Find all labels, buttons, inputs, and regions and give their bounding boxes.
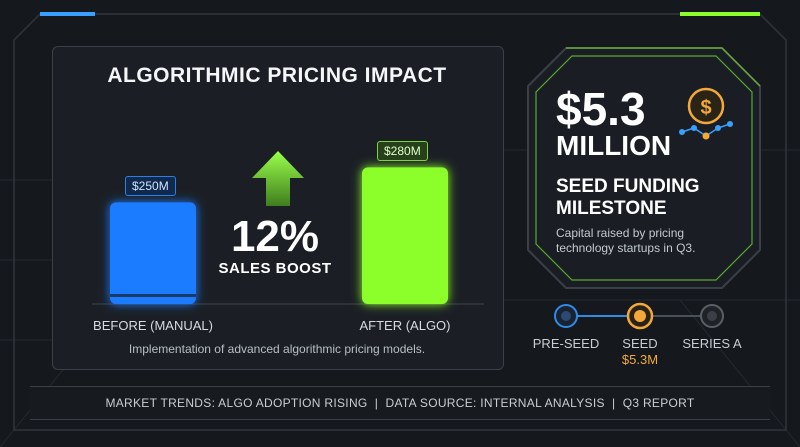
funding-description: Capital raised by pricing technology sta… (556, 226, 726, 256)
stage-node-seed (626, 302, 654, 330)
bar-chart (92, 151, 484, 305)
up-arrow-icon (252, 151, 304, 206)
stage-amount-seed: $5.3M (621, 352, 659, 367)
dollar-coin-icon: $ (679, 87, 733, 140)
svg-text:$: $ (700, 97, 711, 119)
funding-stage-timeline (554, 302, 724, 330)
funding-unit: MILLION (556, 130, 672, 161)
chart-footnote: Implementation of advanced algorithmic p… (128, 342, 426, 356)
funding-title-line1: SEED FUNDING (556, 176, 700, 197)
stage-node-series-a (700, 304, 724, 328)
bar-after-algo (362, 167, 448, 304)
category-label-after: AFTER (ALGO) (359, 318, 451, 333)
bar-before-stripe (110, 294, 196, 297)
funding-title-line2: MILESTONE (556, 198, 667, 219)
stage-label-series-a: SERIES A (682, 336, 742, 351)
funding-description-line1: Capital raised by pricing (556, 226, 685, 240)
sales-boost-label: SALES BOOST (218, 260, 332, 277)
stage-label-seed: SEED (622, 336, 658, 351)
chart-title: ALGORITHMIC PRICING IMPACT (107, 64, 447, 87)
value-label-before: $250M (125, 176, 176, 197)
funding-amount: $5.3 (556, 83, 646, 135)
stage-label-pre-seed: PRE-SEED (532, 336, 600, 351)
funding-description-line2: technology startups in Q3. (556, 241, 696, 255)
value-label-after: $280M (377, 141, 428, 162)
category-label-before: BEFORE (MANUAL) (93, 318, 213, 333)
bar-before-manual (110, 202, 196, 304)
footer-text: MARKET TRENDS: ALGO ADOPTION RISING | DA… (105, 396, 695, 410)
stage-node-pre-seed (554, 304, 578, 328)
funding-title: SEED FUNDING MILESTONE (556, 176, 736, 220)
footer-bar: MARKET TRENDS: ALGO ADOPTION RISING | DA… (30, 386, 770, 420)
sales-boost-percent: 12% (230, 212, 320, 261)
